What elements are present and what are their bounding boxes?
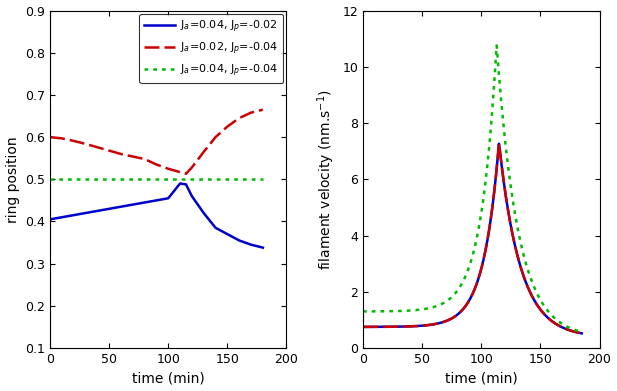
J$_a$=0.04, J$_p$=-0.02: [46, 217, 54, 222]
J$_a$=0.04, J$_p$=-0.02: [152, 198, 160, 203]
Line: J$_a$=0.02, J$_p$=-0.04: J$_a$=0.02, J$_p$=-0.04: [50, 110, 263, 174]
J$_a$=0.02, J$_p$=-0.04: [259, 108, 267, 112]
J$_a$=0.04, J$_p$=-0.02: [176, 181, 184, 186]
J$_a$=0.02, J$_p$=-0.04: [200, 149, 207, 154]
J$_a$=0.04, J$_p$=-0.02: [141, 200, 148, 205]
J$_a$=0.04, J$_p$=-0.02: [129, 202, 136, 207]
J$_a$=0.02, J$_p$=-0.04: [94, 145, 101, 150]
J$_a$=0.04, J$_p$=-0.02: [58, 215, 65, 220]
J$_a$=0.02, J$_p$=-0.04: [70, 138, 77, 143]
J$_a$=0.04, J$_p$=-0.02: [182, 182, 189, 187]
X-axis label: time (min): time (min): [132, 371, 205, 386]
J$_a$=0.04, J$_p$=-0.02: [165, 196, 172, 201]
J$_a$=0.04, J$_p$=-0.02: [259, 245, 267, 250]
J$_a$=0.02, J$_p$=-0.04: [223, 124, 231, 129]
J$_a$=0.02, J$_p$=-0.04: [58, 136, 65, 141]
J$_a$=0.02, J$_p$=-0.04: [188, 165, 196, 170]
J$_a$=0.02, J$_p$=-0.04: [152, 162, 160, 167]
J$_a$=0.04, J$_p$=-0.02: [236, 238, 243, 243]
Y-axis label: ring position: ring position: [6, 136, 20, 222]
J$_a$=0.02, J$_p$=-0.04: [129, 154, 136, 159]
J$_a$=0.02, J$_p$=-0.04: [81, 142, 89, 146]
J$_a$=0.02, J$_p$=-0.04: [141, 157, 148, 161]
J$_a$=0.02, J$_p$=-0.04: [176, 170, 184, 174]
J$_a$=0.02, J$_p$=-0.04: [182, 172, 189, 176]
J$_a$=0.04, J$_p$=-0.02: [247, 242, 255, 247]
J$_a$=0.04, J$_p$=-0.02: [81, 211, 89, 215]
J$_a$=0.02, J$_p$=-0.04: [236, 116, 243, 120]
Line: J$_a$=0.04, J$_p$=-0.02: J$_a$=0.04, J$_p$=-0.02: [50, 183, 263, 248]
J$_a$=0.04, J$_p$=-0.02: [188, 194, 196, 199]
J$_a$=0.04, J$_p$=-0.02: [70, 213, 77, 217]
J$_a$=0.04, J$_p$=-0.02: [117, 204, 125, 209]
J$_a$=0.02, J$_p$=-0.04: [46, 135, 54, 140]
J$_a$=0.02, J$_p$=-0.04: [117, 152, 125, 156]
Legend: J$_a$=0.04, J$_p$=-0.02, J$_a$=0.02, J$_p$=-0.04, J$_a$=0.04, J$_p$=-0.04: J$_a$=0.04, J$_p$=-0.02, J$_a$=0.02, J$_…: [139, 14, 283, 83]
Y-axis label: filament velocity (nm.s$^{-1}$): filament velocity (nm.s$^{-1}$): [315, 89, 337, 270]
J$_a$=0.02, J$_p$=-0.04: [247, 110, 255, 115]
J$_a$=0.02, J$_p$=-0.04: [212, 135, 219, 140]
J$_a$=0.04, J$_p$=-0.02: [223, 232, 231, 237]
J$_a$=0.04, J$_p$=-0.02: [200, 211, 207, 215]
J$_a$=0.02, J$_p$=-0.04: [106, 148, 113, 153]
J$_a$=0.04, J$_p$=-0.02: [106, 206, 113, 211]
J$_a$=0.04, J$_p$=-0.02: [94, 208, 101, 213]
J$_a$=0.04, J$_p$=-0.02: [212, 226, 219, 230]
J$_a$=0.02, J$_p$=-0.04: [165, 167, 172, 171]
X-axis label: time (min): time (min): [445, 371, 518, 386]
